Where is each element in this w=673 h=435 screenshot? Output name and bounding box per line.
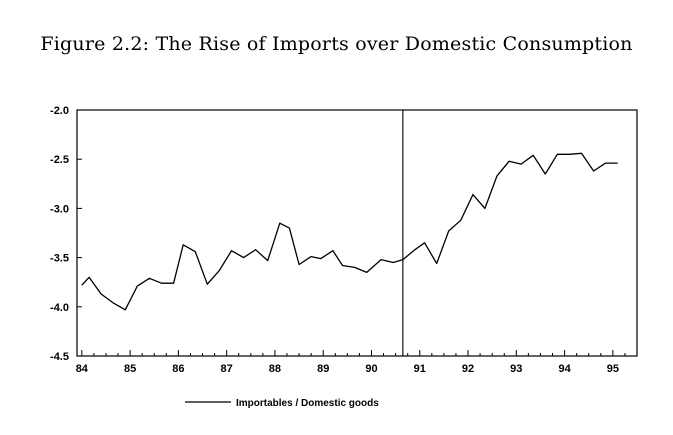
- y-axis: -2.0 -2.5 -3.0 -3.5 -4.0 -4.5: [50, 105, 82, 363]
- x-tick-label: 95: [607, 363, 619, 375]
- x-tick-label: 94: [558, 363, 571, 375]
- legend-label: Importables / Domestic goods: [236, 398, 379, 409]
- x-tick-label: 84: [76, 363, 89, 375]
- x-tick-label: 90: [365, 363, 377, 375]
- series-line: [81, 152, 618, 311]
- x-tick-label: 91: [414, 363, 426, 375]
- figure-title: Figure 2.2: The Rise of Imports over Dom…: [40, 33, 633, 55]
- x-tick-label: 86: [172, 363, 184, 375]
- legend: Importables / Domestic goods: [185, 398, 379, 409]
- x-axis: 84 85 86 87 88 89 90 91 92 93 94 95: [76, 350, 638, 375]
- y-tick-label: -2.5: [50, 154, 69, 166]
- plot-frame: [76, 109, 638, 357]
- y-tick-label: -2.0: [50, 105, 69, 117]
- plot-area-border: [76, 109, 638, 357]
- y-tick-label: -3.0: [50, 203, 69, 215]
- x-tick-label: 93: [510, 363, 522, 375]
- series-layer: [81, 152, 618, 311]
- x-tick-label: 89: [317, 363, 329, 375]
- x-tick-label: 92: [462, 363, 474, 375]
- y-tick-label: -4.0: [50, 302, 69, 314]
- x-tick-label: 88: [269, 363, 281, 375]
- y-tick-label: -3.5: [50, 253, 69, 265]
- x-tick-label: 87: [221, 363, 233, 375]
- y-tick-label: -4.5: [50, 351, 69, 363]
- x-tick-label: 85: [124, 363, 136, 375]
